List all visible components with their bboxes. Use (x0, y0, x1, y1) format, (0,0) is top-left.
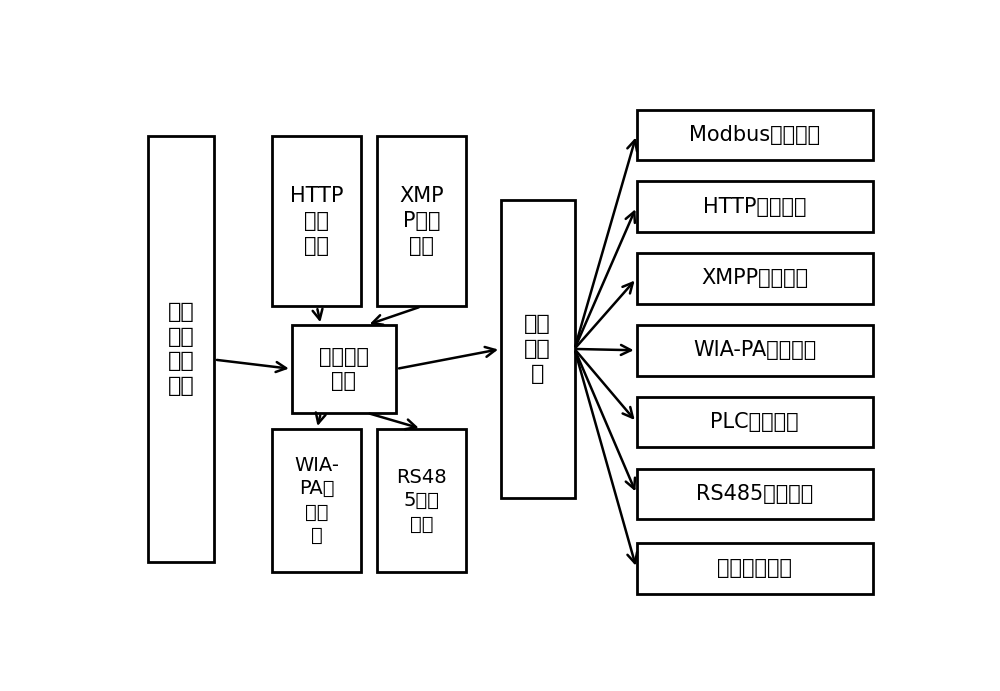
Text: PLC收发模块: PLC收发模块 (710, 412, 799, 432)
Bar (377, 136, 466, 306)
Bar (637, 181, 873, 232)
Text: XMP
P数据
接口: XMP P数据 接口 (399, 187, 444, 256)
Bar (637, 253, 873, 304)
Text: 中央
处理
器: 中央 处理 器 (524, 314, 551, 384)
Text: RS485收发模块: RS485收发模块 (696, 484, 813, 504)
Bar (637, 468, 873, 519)
Bar (292, 325, 396, 413)
Bar (501, 200, 574, 498)
Text: WIA-
PA数
据接
口: WIA- PA数 据接 口 (294, 456, 339, 545)
Text: WIA-PA收发模块: WIA-PA收发模块 (693, 340, 816, 360)
Bar (377, 428, 466, 572)
Bar (637, 543, 873, 594)
Bar (637, 325, 873, 376)
Bar (637, 397, 873, 447)
Bar (637, 110, 873, 160)
Bar (272, 136, 361, 306)
Text: 其他收发模块: 其他收发模块 (717, 558, 792, 578)
Text: RS48
5数据
接口: RS48 5数据 接口 (396, 468, 447, 533)
Text: HTTP收发模块: HTTP收发模块 (703, 197, 806, 216)
Text: Modbus收发模块: Modbus收发模块 (689, 125, 820, 145)
Text: XMPP收发模块: XMPP收发模块 (701, 269, 808, 288)
Bar (148, 136, 214, 562)
Text: 多源数据
接口: 多源数据 接口 (319, 346, 369, 391)
Text: 通信
协议
映射
模块: 通信 协议 映射 模块 (168, 302, 195, 396)
Text: HTTP
数据
接口: HTTP 数据 接口 (290, 187, 344, 256)
Bar (272, 428, 361, 572)
